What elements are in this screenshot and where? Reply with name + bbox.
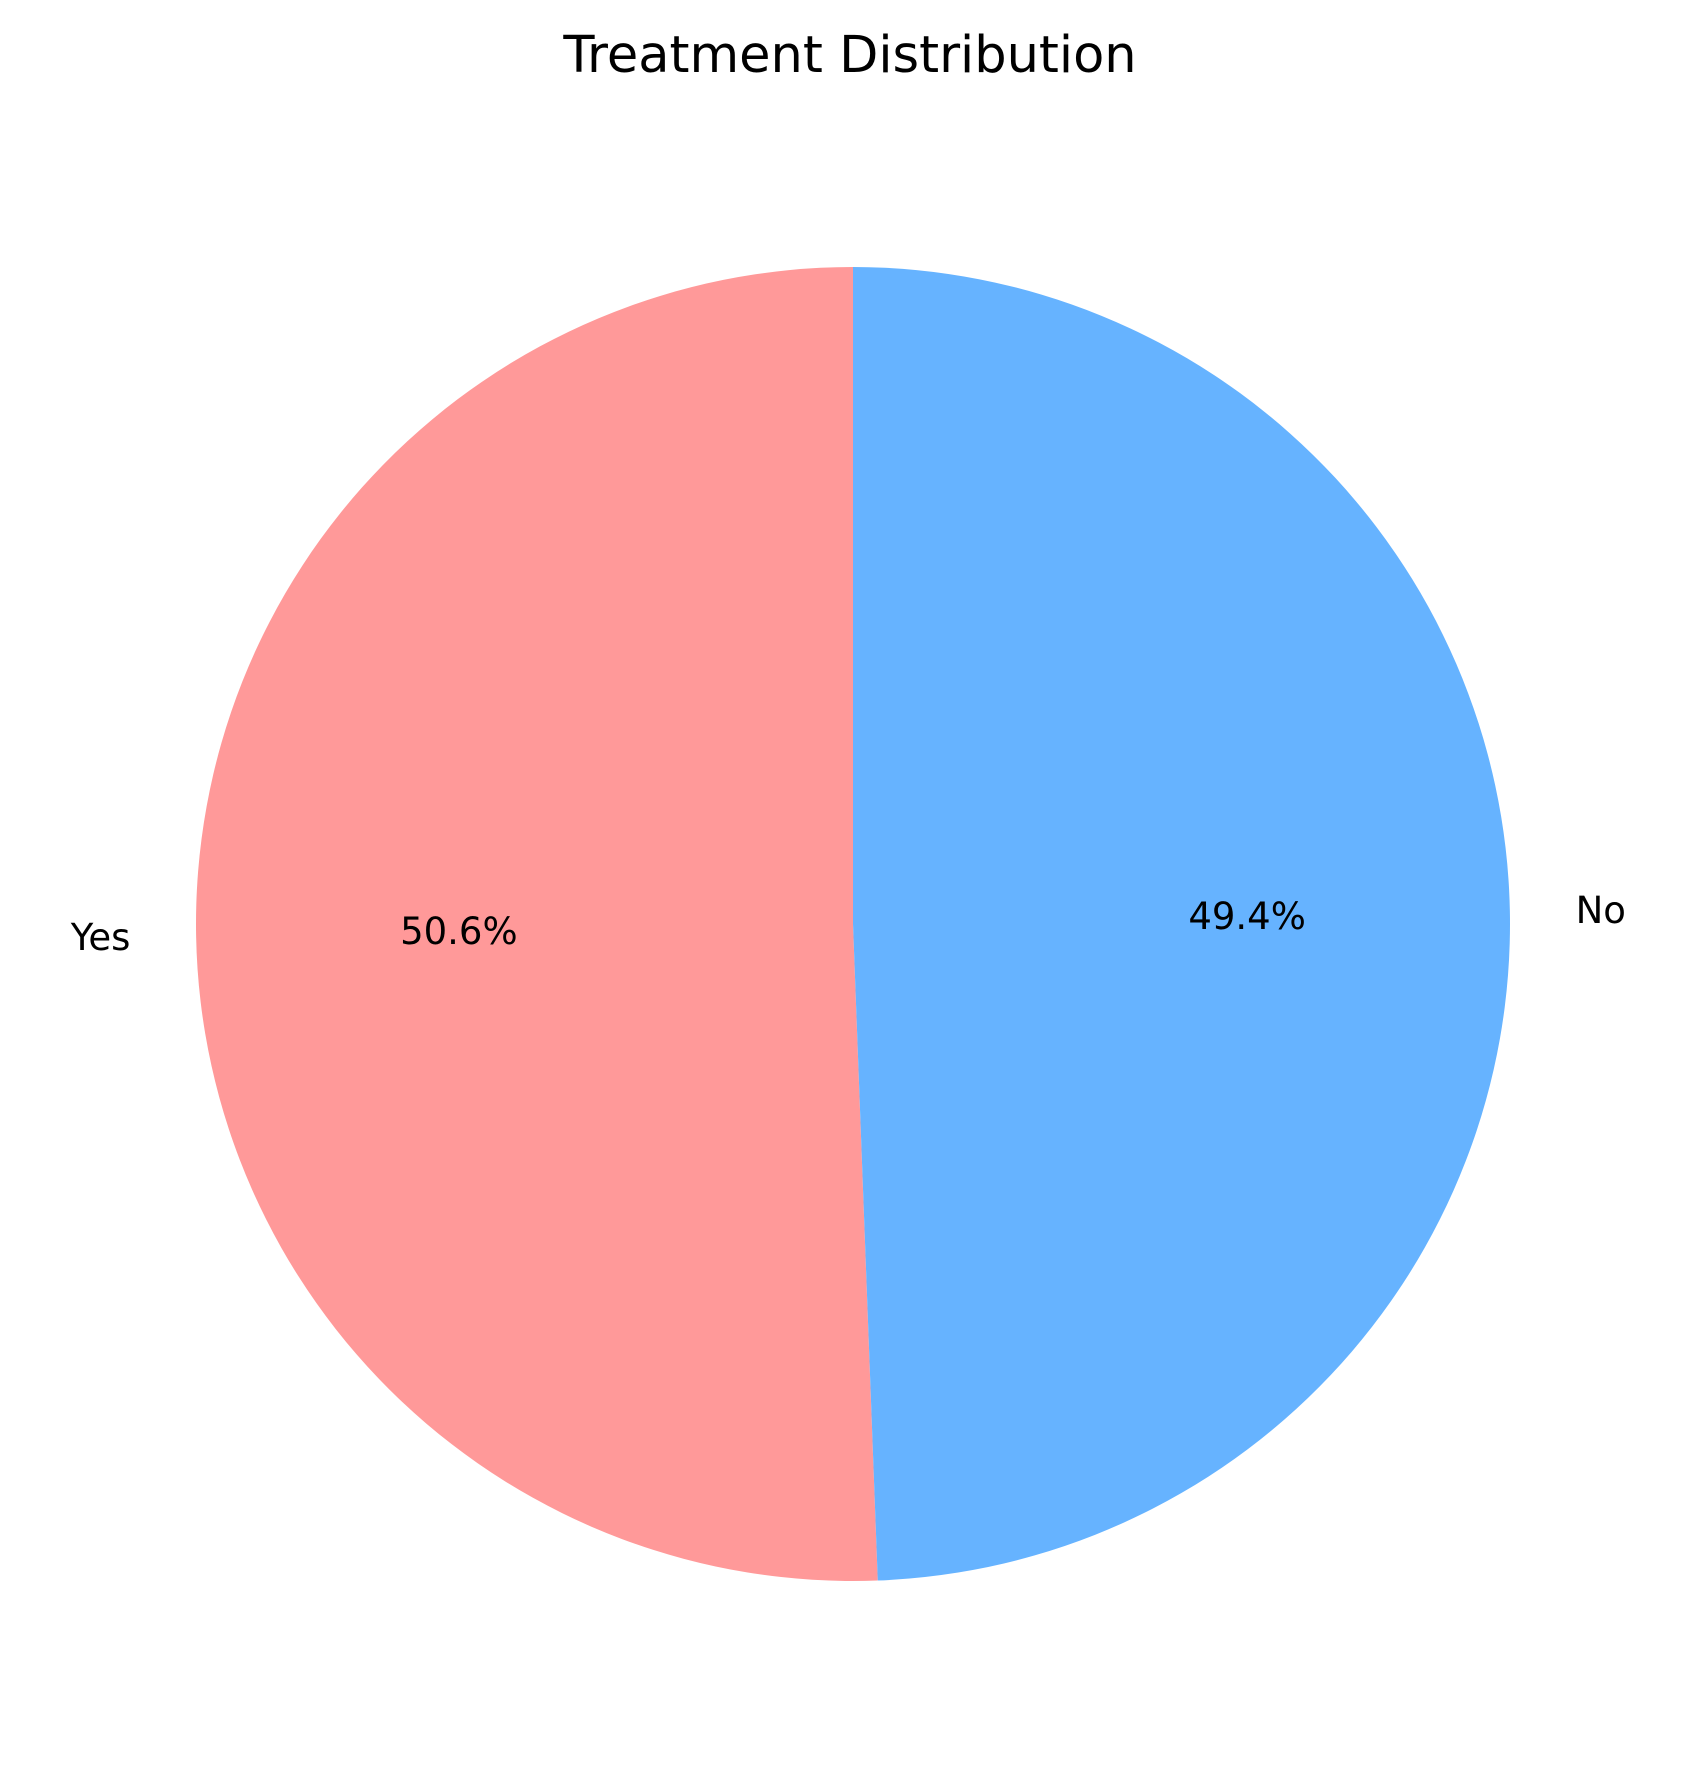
slice-label-no: No <box>1576 889 1626 932</box>
pie-slice-no <box>853 267 1511 1581</box>
chart-title: Treatment Distribution <box>562 26 1136 85</box>
percent-label-no: 49.4% <box>1188 895 1306 938</box>
percent-label-yes: 50.6% <box>400 910 518 953</box>
pie-slice-yes <box>196 267 878 1581</box>
slice-label-yes: Yes <box>70 916 131 959</box>
pie-labels: Yes 50.6% No 49.4% <box>70 889 1626 959</box>
pie-slices <box>196 267 1511 1581</box>
